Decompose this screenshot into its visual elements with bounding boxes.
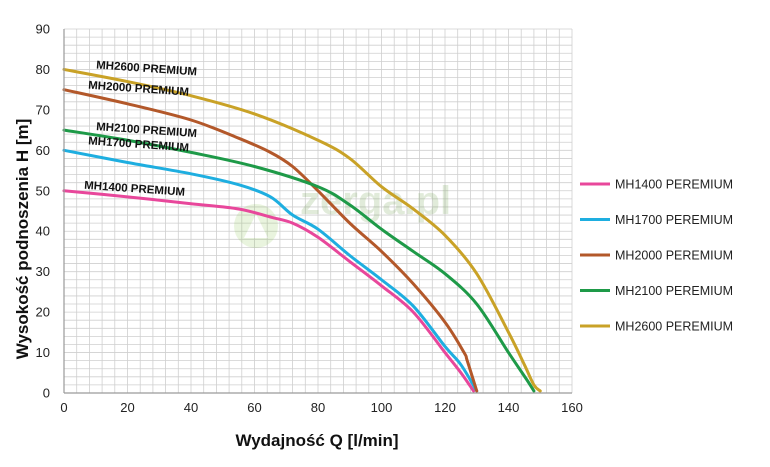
watermark-leaf-icon xyxy=(244,214,268,238)
tick-labels: 0 20 40 60 80 100 120 140 160 0 10 20 30 40 50 60 70 80 90 xyxy=(36,22,583,416)
series-layer xyxy=(62,67,542,393)
legend-label: MH1400 PEREMIUM xyxy=(615,178,733,192)
y-tick-label: 30 xyxy=(36,264,50,279)
x-tick-label: 0 xyxy=(60,400,67,415)
y-tick-label: 10 xyxy=(36,345,50,360)
y-tick-label: 90 xyxy=(36,22,50,37)
y-tick-label: 40 xyxy=(36,224,50,239)
series-line-mh2000-peremium xyxy=(62,88,479,393)
series-line-mh1400-peremium xyxy=(62,189,476,393)
legend-label: MH2100 PEREMIUM xyxy=(615,284,733,298)
series-line-mh2100-peremium xyxy=(62,128,536,393)
legend-label: MH2600 PEREMIUM xyxy=(615,320,733,334)
x-tick-label: 140 xyxy=(498,400,520,415)
x-tick-label: 60 xyxy=(247,400,261,415)
y-tick-label: 50 xyxy=(36,183,50,198)
legend-label: MH1700 PEREMIUM xyxy=(615,213,733,227)
watermark-text: zerga.pl xyxy=(300,179,451,223)
y-tick-label: 0 xyxy=(43,386,50,401)
axes xyxy=(63,29,572,394)
x-tick-label: 40 xyxy=(184,400,198,415)
y-tick-label: 20 xyxy=(36,305,50,320)
y-axis-title: Wysokość podnoszenia H [m] xyxy=(13,119,32,360)
x-axis-title: Wydajność Q [l/min] xyxy=(235,431,398,450)
x-tick-label: 80 xyxy=(311,400,325,415)
y-tick-label: 70 xyxy=(36,102,50,117)
series-line-mh1700-peremium xyxy=(62,148,479,393)
y-tick-label: 60 xyxy=(36,143,50,158)
x-tick-label: 20 xyxy=(120,400,134,415)
legend-label: MH2000 PEREMIUM xyxy=(615,249,733,263)
legend: MH1400 PEREMIUM MH1700 PEREMIUM MH2000 PER… xyxy=(580,178,733,334)
x-tick-label: 120 xyxy=(434,400,456,415)
series-line-mh2600-peremium xyxy=(62,67,542,393)
x-tick-label: 100 xyxy=(371,400,393,415)
x-tick-label: 160 xyxy=(561,400,583,415)
y-tick-label: 80 xyxy=(36,62,50,77)
